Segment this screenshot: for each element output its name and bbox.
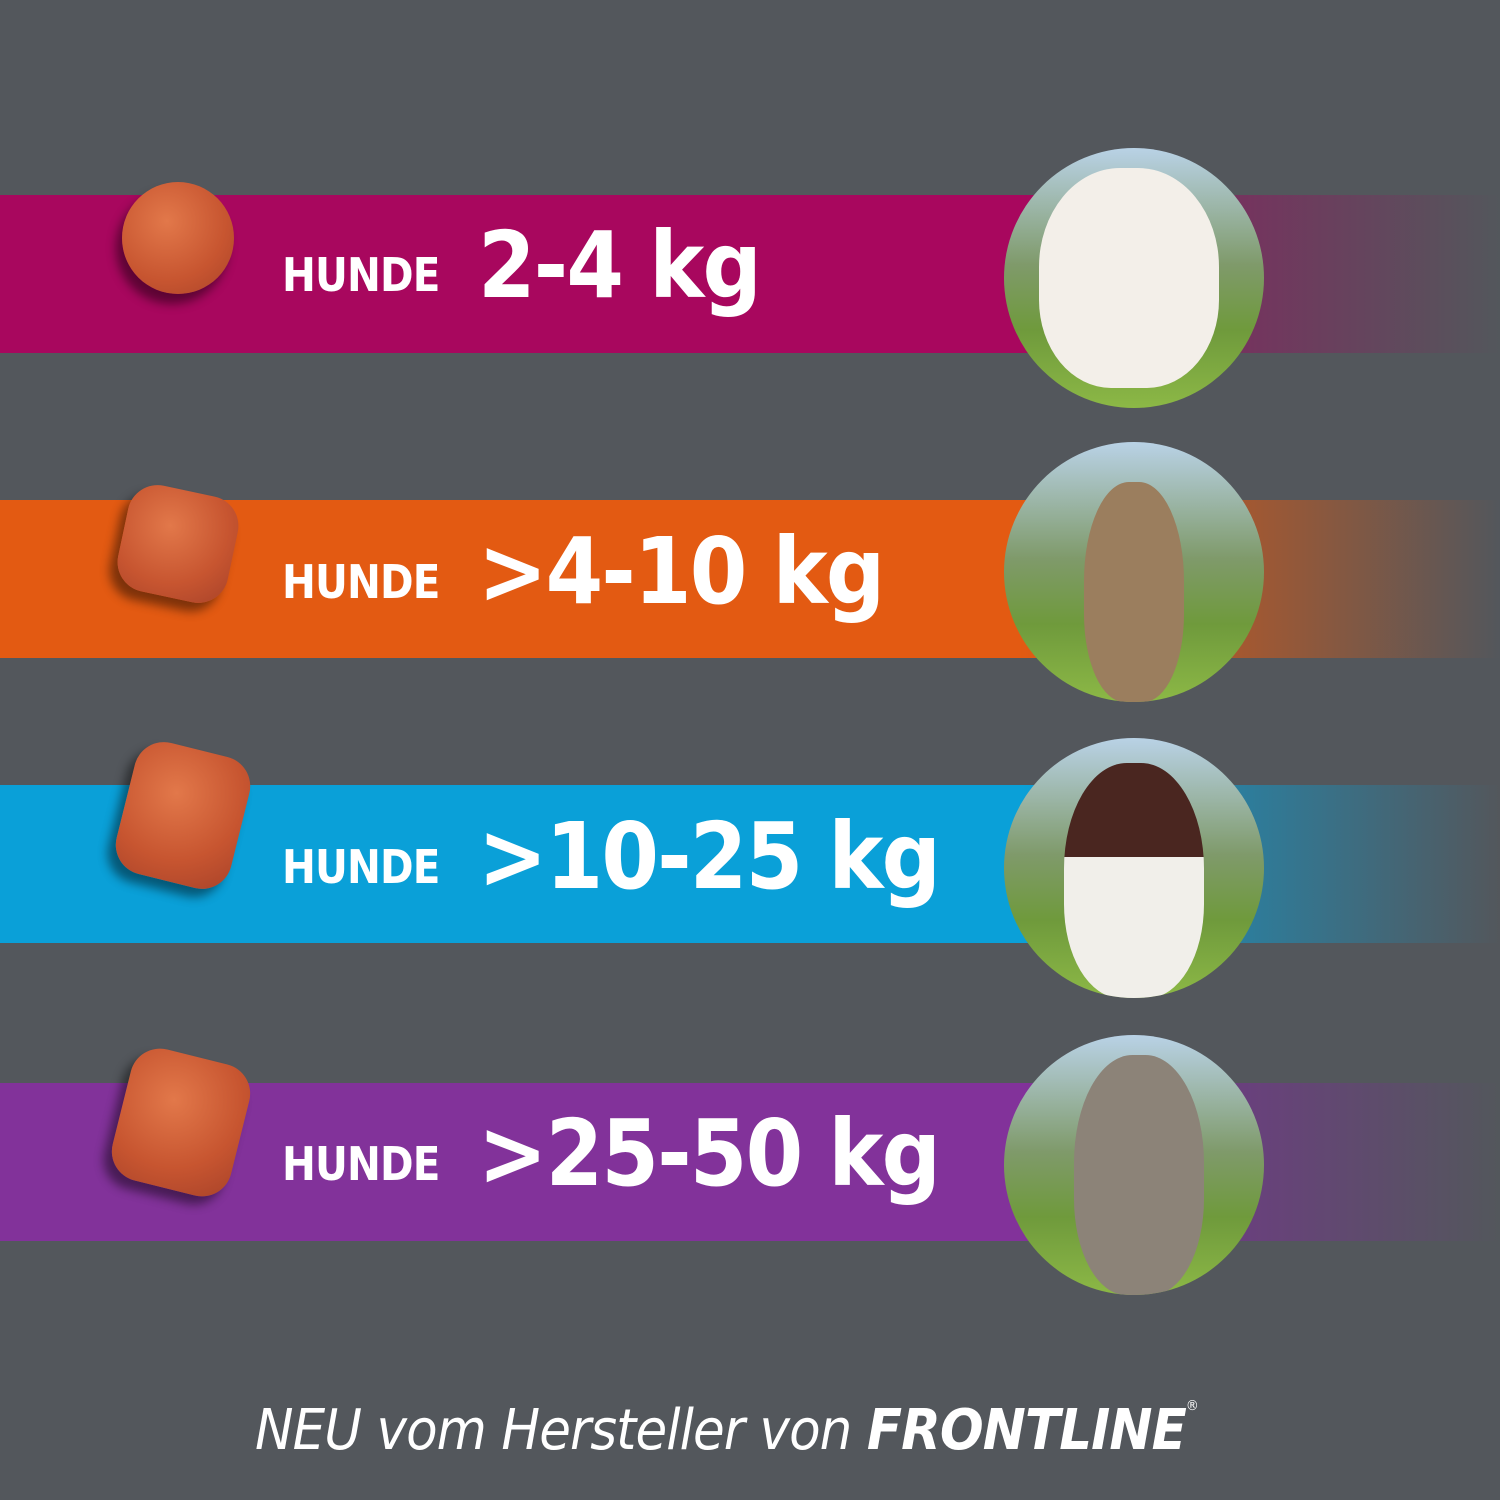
- weight-range: >25-50 kg: [478, 1100, 941, 1207]
- brand-logo-text: FRONTLINE: [866, 1398, 1187, 1463]
- footer-prefix: NEU vom Hersteller von: [255, 1398, 852, 1463]
- row-label: HUNDE: [282, 1137, 440, 1191]
- row-label: HUNDE: [282, 840, 440, 894]
- weight-range: >10-25 kg: [478, 803, 941, 910]
- dog-photo-terrier: [1004, 442, 1264, 702]
- chewable-tablet-image: [122, 182, 234, 294]
- row-label: HUNDE: [282, 555, 440, 609]
- row-label: HUNDE: [282, 248, 440, 302]
- weight-range: 2-4 kg: [478, 212, 762, 319]
- weight-range: >4-10 kg: [478, 518, 885, 625]
- registered-mark: ®: [1185, 1398, 1199, 1414]
- dog-photo-spaniel: [1004, 738, 1264, 998]
- dog-photo-weimaraner: [1004, 1035, 1264, 1295]
- dog-photo-small: [1004, 148, 1264, 408]
- footer-tagline: NEU vom Hersteller von FRONTLINE®: [255, 1398, 1199, 1463]
